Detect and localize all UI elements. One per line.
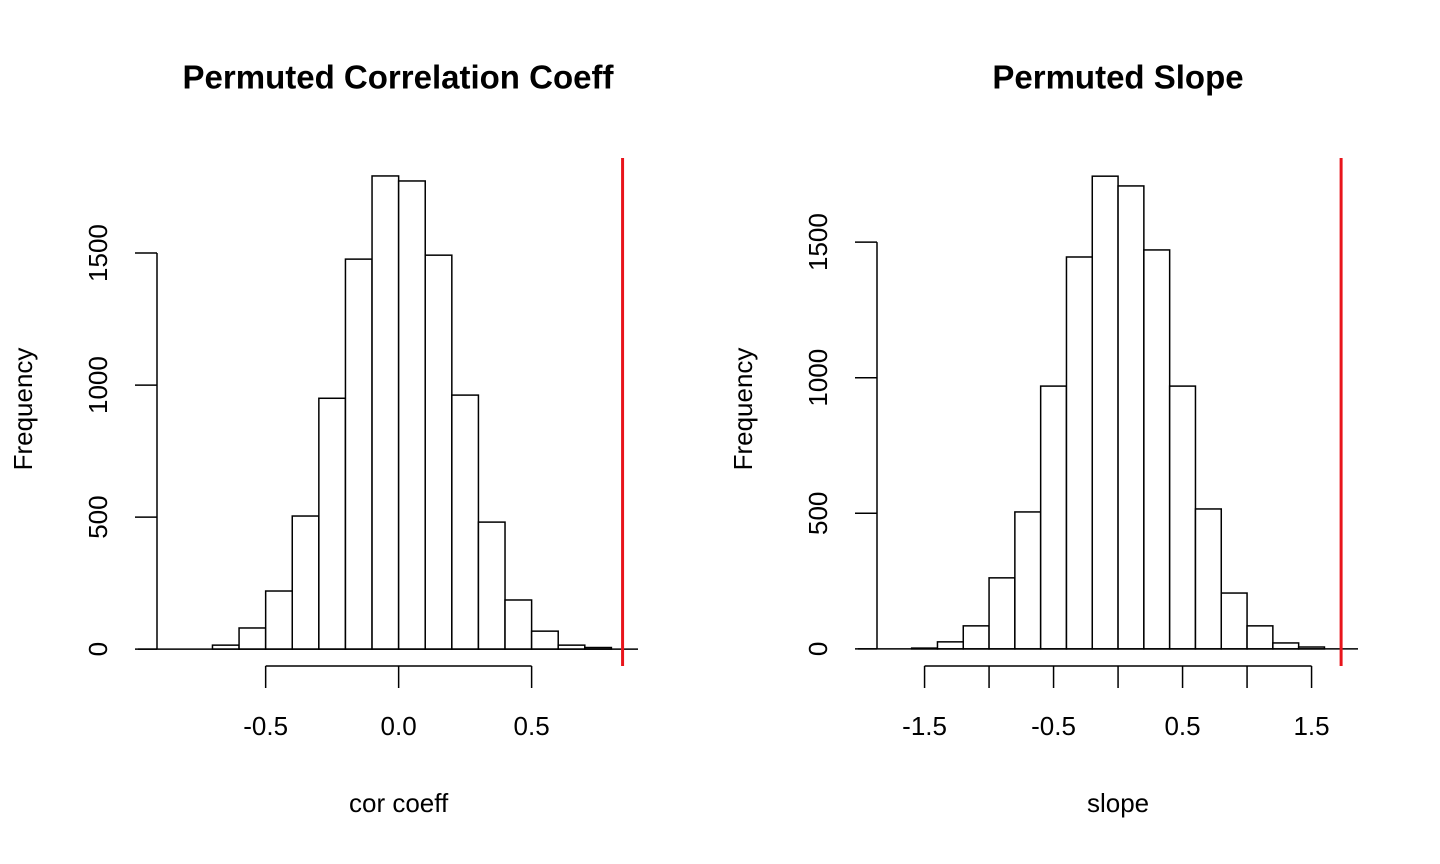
bar xyxy=(1272,642,1300,650)
bar xyxy=(1065,256,1094,650)
x-tick-label: 1.5 xyxy=(1293,711,1329,741)
chart-title: Permuted Correlation Coeff xyxy=(183,59,615,96)
x-axis-title: cor coeff xyxy=(349,788,449,818)
chart-title: Permuted Slope xyxy=(992,59,1243,96)
bar xyxy=(1220,592,1248,650)
x-tick-label: 0.5 xyxy=(1164,711,1200,741)
bar xyxy=(1014,511,1042,650)
bar xyxy=(451,394,480,650)
y-tick-label: 1000 xyxy=(803,349,833,407)
bar xyxy=(1039,385,1068,650)
x-axis-title: slope xyxy=(1087,788,1149,818)
y-tick-label: 500 xyxy=(83,495,113,538)
bar xyxy=(504,599,533,650)
y-tick-label: 1500 xyxy=(83,224,113,282)
x-tick-label: -0.5 xyxy=(1031,711,1076,741)
y-tick-label: 0 xyxy=(83,642,113,656)
bar xyxy=(371,175,400,650)
bar xyxy=(344,258,373,650)
y-tick-label: 1000 xyxy=(83,356,113,414)
bar xyxy=(397,180,426,650)
bar xyxy=(291,515,320,650)
bar xyxy=(962,625,990,650)
bar xyxy=(238,627,267,650)
x-tick-label: 0.0 xyxy=(381,711,417,741)
x-tick-label: -0.5 xyxy=(243,711,288,741)
bar xyxy=(1117,185,1145,650)
bar xyxy=(477,521,506,650)
bar xyxy=(1246,625,1274,650)
y-tick-label: 1500 xyxy=(803,213,833,271)
bar xyxy=(264,590,294,650)
bar xyxy=(1143,249,1171,650)
x-tick-label: 0.5 xyxy=(514,711,550,741)
bar xyxy=(318,397,347,650)
y-axis-title: Frequency xyxy=(728,348,758,471)
y-tick-label: 0 xyxy=(803,642,833,656)
bar xyxy=(1194,508,1223,650)
bar xyxy=(1168,385,1197,650)
y-tick-label: 500 xyxy=(803,492,833,535)
bar xyxy=(424,254,453,650)
bar xyxy=(530,630,559,650)
x-tick-label: -1.5 xyxy=(902,711,947,741)
bar xyxy=(936,641,965,650)
bar xyxy=(1091,175,1119,650)
y-axis-title: Frequency xyxy=(8,348,38,471)
bar xyxy=(988,577,1016,650)
